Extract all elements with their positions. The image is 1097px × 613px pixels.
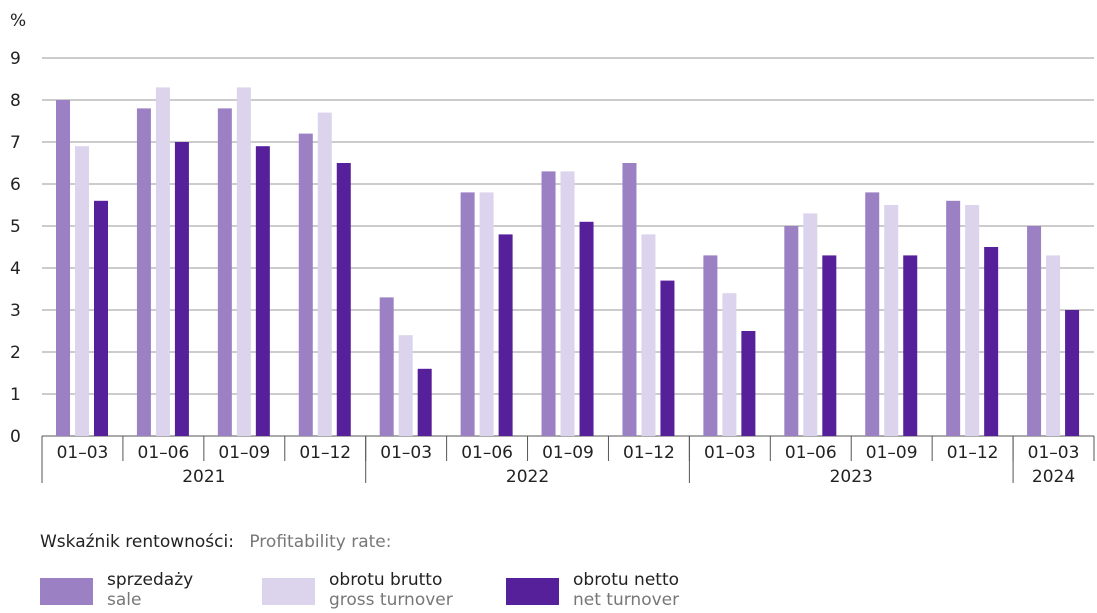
y-tick-label: 7	[10, 133, 21, 153]
x-tick-label: 01–09	[218, 443, 270, 463]
x-tick-label: 01–03	[57, 443, 109, 463]
bar	[865, 192, 880, 436]
bar	[94, 200, 108, 436]
bar	[741, 331, 756, 436]
x-tick-label: 01–12	[299, 443, 351, 463]
legend-item-sale: sprzedaży sale	[40, 570, 193, 610]
x-tick-label: 01–09	[542, 443, 594, 463]
y-tick-label: 6	[10, 175, 21, 195]
bar	[56, 100, 70, 436]
bar	[75, 146, 89, 436]
y-tick-label: 2	[10, 343, 21, 363]
legend-title: Wskaźnik rentowności: Profitability rate…	[40, 532, 391, 552]
bar	[541, 171, 556, 436]
x-tick-label: 01–06	[785, 443, 837, 463]
bar	[336, 163, 351, 436]
bar	[965, 205, 980, 436]
bar	[174, 142, 189, 436]
bar	[217, 108, 232, 437]
bar	[579, 221, 594, 436]
bar	[784, 226, 799, 436]
y-axis-unit: %	[10, 11, 26, 31]
bar	[1046, 255, 1061, 436]
bar	[498, 234, 513, 436]
legend-label-en: sale	[107, 590, 142, 610]
y-tick-label: 8	[10, 91, 21, 111]
bar	[379, 297, 394, 436]
x-tick-label: 01–12	[623, 443, 675, 463]
bar	[984, 247, 999, 436]
y-tick-label: 9	[10, 49, 21, 69]
bar	[398, 335, 413, 436]
bar	[317, 112, 332, 436]
legend-label-pl: obrotu netto	[573, 570, 680, 590]
x-axis: 01–03 01–06 01–09 01–12 01–03 01–06 01–09 01–12…	[41, 436, 1095, 487]
x-tick-label: 01–03	[704, 443, 756, 463]
bar	[903, 255, 918, 436]
bar	[479, 192, 494, 436]
bar	[660, 280, 675, 436]
bar	[1065, 310, 1080, 436]
bar	[884, 205, 899, 436]
bar	[1027, 226, 1042, 436]
bars	[56, 87, 1080, 437]
legend-item-gross-turnover: obrotu brutto gross turnover	[262, 570, 453, 610]
bar	[298, 133, 313, 436]
bar	[822, 255, 837, 436]
x-tick-label: 01–09	[866, 443, 918, 463]
x-tick-label: 01–06	[138, 443, 190, 463]
legend-label-en: gross turnover	[329, 590, 453, 610]
x-tick-label: 01–06	[461, 443, 513, 463]
bar	[722, 293, 737, 436]
y-tick-label: 5	[10, 217, 21, 237]
y-tick-label: 3	[10, 301, 21, 321]
year-label: 2022	[506, 467, 549, 487]
bar	[255, 146, 270, 436]
bar-chart: 01–03 01–06 01–09 01–12 01–03 01–06 01–09 01–12…	[10, 11, 1095, 487]
x-tick-label: 01–12	[947, 443, 999, 463]
bar	[641, 234, 656, 436]
y-tick-label: 1	[10, 385, 21, 405]
legend-item-net-turnover: obrotu netto net turnover	[506, 570, 679, 610]
x-tick-label: 01–03	[1028, 443, 1080, 463]
legend-label-en: net turnover	[573, 590, 680, 610]
bar	[236, 87, 251, 437]
bar	[803, 213, 818, 436]
bar	[560, 171, 575, 436]
year-label: 2023	[830, 467, 873, 487]
legend-swatch-net-turnover	[506, 578, 559, 605]
legend-label-pl: sprzedaży	[107, 570, 194, 590]
y-tick-label: 4	[10, 259, 21, 279]
y-axis: 0 1 2 3 4 5 6 7 8 9	[10, 49, 21, 447]
legend-title-en: Profitability rate:	[249, 532, 392, 552]
year-label: 2021	[182, 467, 225, 487]
bar	[136, 108, 151, 437]
y-tick-label: 0	[10, 427, 21, 447]
bar	[946, 200, 961, 436]
bar	[703, 255, 718, 436]
x-tick-label: 01–03	[380, 443, 432, 463]
bar	[417, 368, 432, 436]
legend-title-pl: Wskaźnik rentowności:	[40, 532, 234, 552]
legend-swatch-sale	[40, 578, 93, 605]
bar	[460, 192, 475, 436]
year-label: 2024	[1032, 467, 1075, 487]
bar	[155, 87, 170, 437]
bar	[622, 163, 637, 436]
legend-label-pl: obrotu brutto	[329, 570, 443, 590]
legend-swatch-gross-turnover	[262, 578, 315, 605]
